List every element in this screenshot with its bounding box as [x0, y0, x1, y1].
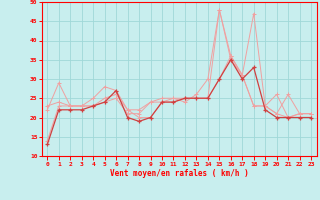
X-axis label: Vent moyen/en rafales ( km/h ): Vent moyen/en rafales ( km/h ) [110, 169, 249, 178]
